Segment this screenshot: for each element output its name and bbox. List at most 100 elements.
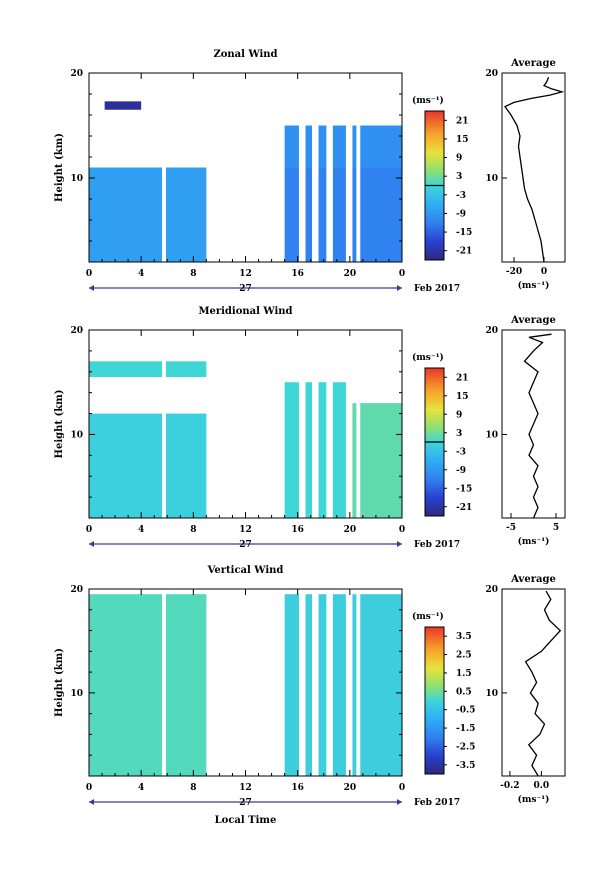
x-tick-label: 20 <box>344 525 357 535</box>
data-gap <box>312 330 319 518</box>
date-arrow-right <box>397 541 402 547</box>
data-gap <box>345 330 353 518</box>
date-label: Feb 2017 <box>414 284 460 294</box>
profile-line <box>524 590 562 777</box>
profile-y-tick-label: 10 <box>485 689 498 699</box>
x-tick-label: 20 <box>344 269 357 279</box>
colorbar-tick-label: -15 <box>456 484 472 494</box>
y-axis-label: Height (km) <box>54 133 65 202</box>
profile-title: Average <box>510 574 556 585</box>
x-tick-label: 12 <box>239 269 252 279</box>
x-tick-label: 20 <box>344 783 357 793</box>
colorbar-tick-label: -15 <box>456 228 472 238</box>
colorbar-tick-label: -2.5 <box>456 742 475 752</box>
colorbar-tick-label: 3 <box>456 429 462 439</box>
colorbar-tick-label: 9 <box>456 154 462 164</box>
x-tick-label: 8 <box>190 525 196 535</box>
panel-2: Meridional Wind 10 20 Height (km) 0 4 8 12 16 20 0… <box>54 306 566 550</box>
data-block <box>104 101 142 110</box>
profile-x-tick-label: -0.2 <box>500 781 519 791</box>
x-tick-label: 0 <box>86 269 92 279</box>
profile-y-tick-label: 20 <box>485 585 498 595</box>
data-gap <box>298 589 306 776</box>
data-gap <box>356 73 361 262</box>
colorbar-unit: (ms⁻¹) <box>412 352 444 363</box>
profile-x-unit: (ms⁻¹) <box>518 280 550 291</box>
date-day-label: 27 <box>239 540 252 550</box>
colorbar-unit: (ms⁻¹) <box>412 95 444 106</box>
data-gap <box>162 589 166 776</box>
data-gap <box>326 589 333 776</box>
x-tick-label: 8 <box>190 269 196 279</box>
x-tick-label: 12 <box>239 525 252 535</box>
data-gap <box>356 330 361 518</box>
x-tick-label: 0 <box>399 269 405 279</box>
profile-x-tick-label: -20 <box>506 267 522 277</box>
data-gap <box>345 589 353 776</box>
panel-title: Meridional Wind <box>198 306 292 317</box>
x-tick-label: 12 <box>239 783 252 793</box>
date-day-label: 27 <box>239 284 252 294</box>
profile-frame <box>501 72 566 263</box>
data-block <box>89 413 207 518</box>
data-gap <box>326 330 333 518</box>
x-tick-label: 0 <box>399 783 405 793</box>
date-arrow-right <box>397 799 402 805</box>
profile-x-unit: (ms⁻¹) <box>518 794 550 805</box>
x-tick-label: 8 <box>190 783 196 793</box>
x-tick-label: 0 <box>399 525 405 535</box>
y-tick-label: 20 <box>70 69 83 79</box>
panel-1: Zonal Wind 10 20 Height (km) 0 4 8 12 16 20 0 27 Feb… <box>54 49 566 294</box>
data-gap <box>298 330 306 518</box>
date-label: Feb 2017 <box>414 798 460 808</box>
colorbar-tick-label: -9 <box>456 466 466 476</box>
profile-x-tick-label: 0 <box>541 267 547 277</box>
colorbar-tick-label: -9 <box>456 209 466 219</box>
colorbar-tick-label: 21 <box>456 116 469 126</box>
profile-frame <box>501 588 566 777</box>
colorbar <box>424 626 445 775</box>
y-tick-label: 20 <box>70 585 83 595</box>
date-day-label: 27 <box>239 798 252 808</box>
profile-title: Average <box>510 315 556 326</box>
data-gap <box>162 73 166 262</box>
panel-title: Zonal Wind <box>213 49 277 60</box>
colorbar-tick-label: -0.5 <box>456 706 475 716</box>
data-gap <box>345 73 353 262</box>
colorbar-tick-label: 9 <box>456 410 462 420</box>
y-axis-label: Height (km) <box>54 648 65 717</box>
colorbar-tick-label: -21 <box>456 503 472 513</box>
profile-x-tick-label: 0.0 <box>534 781 550 791</box>
x-tick-label: 16 <box>291 783 304 793</box>
date-arrow-left <box>89 799 94 805</box>
colorbar-tick-label: 0.5 <box>456 687 472 697</box>
profile-y-tick-label: 10 <box>485 430 498 440</box>
panel-title: Vertical Wind <box>207 565 284 576</box>
profile-x-tick-label: 5 <box>553 523 559 533</box>
colorbar-tick-label: 15 <box>456 135 469 145</box>
data-gap <box>326 73 333 262</box>
x-tick-label: 16 <box>291 269 304 279</box>
profile-title: Average <box>510 58 556 69</box>
colorbar-unit: (ms⁻¹) <box>412 611 444 622</box>
panel-3: Vertical Wind 10 20 Height (km) 0 4 8 12 16 20 0 27… <box>54 565 566 826</box>
x-tick-label: 4 <box>138 525 144 535</box>
data-gap <box>298 73 306 262</box>
data-block <box>89 361 207 377</box>
colorbar-tick-label: -3 <box>456 447 466 457</box>
data-gap <box>162 330 166 518</box>
data-block <box>89 167 207 262</box>
profile-y-tick-label: 10 <box>485 174 498 184</box>
profile-y-tick-label: 20 <box>485 69 498 79</box>
y-tick-label: 20 <box>70 326 83 336</box>
y-axis-label: Height (km) <box>54 390 65 459</box>
colorbar-tick-label: -21 <box>456 247 472 257</box>
y-tick-label: 10 <box>70 174 83 184</box>
profile-line <box>523 333 552 519</box>
x-tick-label: 0 <box>86 783 92 793</box>
profile-line <box>504 76 565 263</box>
x-axis-label: Local Time <box>215 815 277 826</box>
colorbar-tick-label: -3.5 <box>456 761 475 771</box>
colorbar-tick-label: 3.5 <box>456 632 472 642</box>
data-gap <box>356 589 361 776</box>
